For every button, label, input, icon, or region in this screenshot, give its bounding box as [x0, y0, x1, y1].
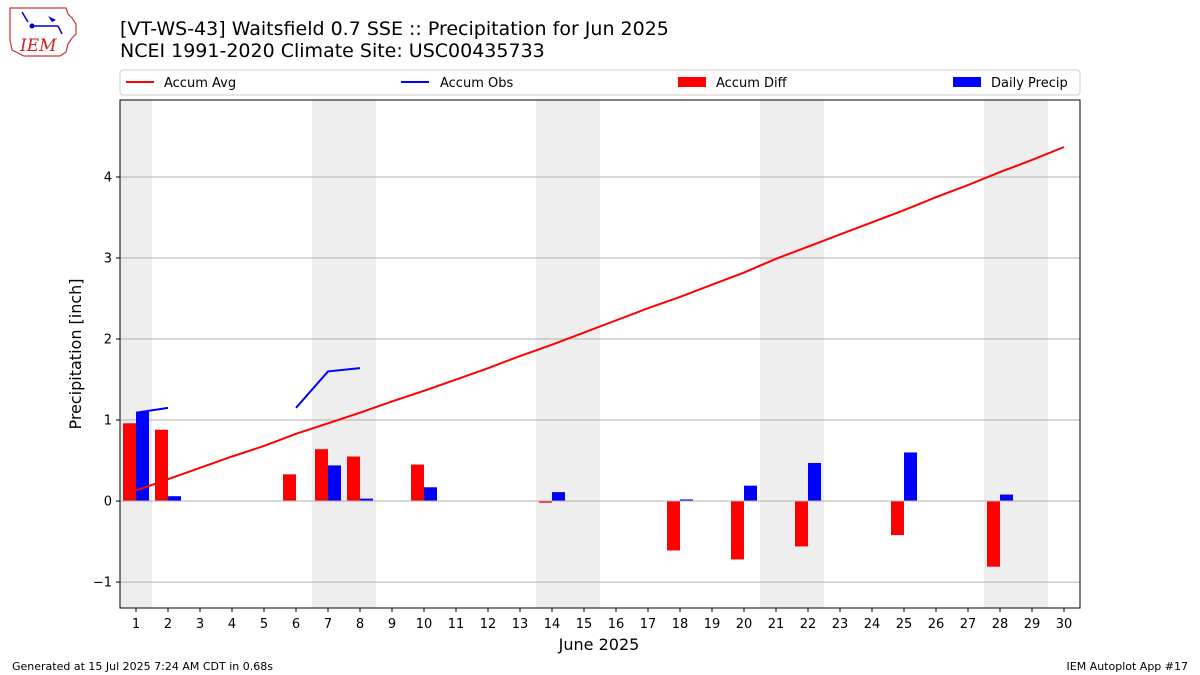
legend-swatch-daily-precip — [953, 77, 981, 87]
x-tick-label: 6 — [292, 617, 300, 632]
x-tick-label: 28 — [992, 617, 1009, 632]
daily-precip-bar — [808, 462, 821, 502]
x-tick-label: 27 — [960, 617, 977, 632]
legend-accum-diff: Accum Diff — [716, 76, 788, 91]
x-tick-label: 7 — [324, 617, 332, 632]
weekend-band — [312, 100, 376, 608]
x-tick-label: 13 — [512, 617, 529, 632]
x-tick-label: 10 — [416, 617, 433, 632]
x-tick-label: 19 — [704, 617, 721, 632]
x-axis-label: June 2025 — [558, 635, 640, 654]
daily-precip-bar — [680, 499, 693, 502]
weekend-band — [760, 100, 824, 608]
daily-precip-bar — [1000, 494, 1013, 502]
x-tick-label: 3 — [196, 617, 204, 632]
accum-diff-bar — [795, 501, 808, 547]
legend: Accum Avg Accum Obs Accum Diff Daily Pre… — [119, 69, 1081, 96]
x-tick-label: 29 — [1024, 617, 1041, 632]
legend-accum-avg: Accum Avg — [164, 76, 236, 91]
daily-precip-bar — [168, 496, 181, 502]
x-tick-label: 15 — [576, 617, 593, 632]
accum-obs-line — [295, 367, 361, 409]
chart-title-line2: NCEI 1991-2020 Climate Site: USC00435733 — [120, 40, 545, 62]
legend-accum-obs: Accum Obs — [440, 76, 513, 91]
accum-diff-bar — [891, 501, 904, 536]
accum-diff-bar — [539, 501, 552, 503]
x-tick-label: 17 — [640, 617, 657, 632]
x-tick-label: 25 — [896, 617, 913, 632]
weekend-band — [120, 100, 152, 608]
weekend-band — [536, 100, 600, 608]
y-tick-label: 4 — [104, 170, 112, 185]
x-tick-label: 2 — [164, 617, 172, 632]
x-tick-label: 5 — [260, 617, 268, 632]
x-tick-label: 21 — [768, 617, 785, 632]
accum-obs-line — [135, 406, 169, 414]
daily-precip-bar — [360, 498, 373, 502]
accum-diff-bar — [731, 501, 744, 560]
daily-precip-bar — [904, 452, 917, 502]
legend-swatch-accum-diff — [678, 77, 706, 87]
plot-frame — [119, 99, 1081, 609]
accum-diff-bar — [155, 429, 168, 502]
daily-precip-bar — [424, 487, 437, 502]
x-tick-label: 4 — [228, 617, 236, 632]
accum-diff-bar — [411, 464, 424, 502]
legend-daily-precip: Daily Precip — [991, 76, 1068, 91]
y-tick-label: −1 — [93, 576, 112, 591]
x-tick-label: 8 — [356, 617, 364, 632]
x-tick-label: 16 — [608, 617, 625, 632]
chart-title-line1: [VT-WS-43] Waitsfield 0.7 SSE :: Precipi… — [120, 18, 669, 40]
accum-diff-bar — [315, 449, 328, 502]
daily-precip-bar — [136, 411, 149, 502]
y-tick-label: 1 — [104, 414, 112, 429]
x-tick-label: 9 — [388, 617, 396, 632]
accum-diff-bar — [667, 501, 680, 551]
x-tick-label: 20 — [736, 617, 753, 632]
daily-precip-bar — [328, 465, 341, 502]
y-axis-label: Precipitation [inch] — [66, 278, 85, 429]
x-tick-label: 30 — [1056, 617, 1073, 632]
footer-generated: Generated at 15 Jul 2025 7:24 AM CDT in … — [12, 660, 273, 673]
iem-logo: IEM — [9, 7, 77, 57]
accum-avg-line — [135, 146, 1065, 492]
x-tick-label: 18 — [672, 617, 689, 632]
x-tick-label: 11 — [448, 617, 465, 632]
x-tick-label: 23 — [832, 617, 849, 632]
x-tick-label: 24 — [864, 617, 881, 632]
accum-diff-bar — [347, 456, 360, 502]
x-tick-label: 1 — [132, 617, 140, 632]
accum-diff-bar — [987, 501, 1000, 567]
x-tick-label: 26 — [928, 617, 945, 632]
x-tick-label: 14 — [544, 617, 561, 632]
x-tick-label: 12 — [480, 617, 497, 632]
accum-diff-bar — [123, 423, 136, 502]
footer-app: IEM Autoplot App #17 — [1067, 660, 1189, 673]
daily-precip-bar — [744, 485, 757, 502]
accum-diff-bar — [283, 474, 296, 502]
y-tick-label: 0 — [104, 495, 112, 510]
logo-text: IEM — [19, 36, 57, 56]
x-tick-label: 22 — [800, 617, 817, 632]
daily-precip-bar — [552, 492, 565, 502]
y-tick-label: 3 — [104, 251, 112, 266]
y-tick-label: 2 — [104, 333, 112, 348]
